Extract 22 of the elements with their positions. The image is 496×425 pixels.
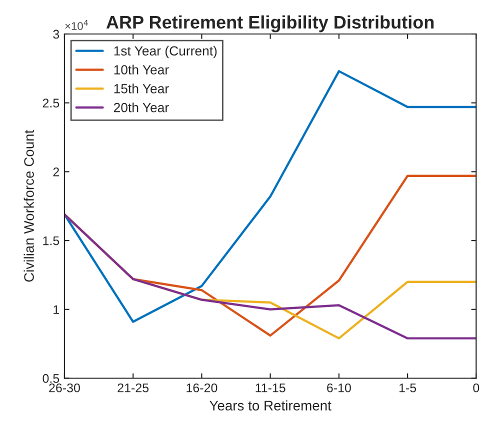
- x-tick-label: 21-25: [118, 383, 149, 392]
- x-tick-label: 26-30: [49, 383, 80, 392]
- x-tick-label: 16-20: [186, 383, 218, 392]
- line-series: [64, 213, 476, 340]
- text: ×10$^{4}$: [65, 20, 88, 30]
- y-axis-title: Civilian Workforce Count: [24, 130, 34, 282]
- legend-label: 15th Year: [114, 84, 169, 94]
- x-axis-title: Years to Retirement: [210, 400, 332, 411]
- y-tick-label: 1: [54, 305, 60, 314]
- y-tick-label: 0.5: [42, 374, 60, 383]
- y-tick-label: 1.5: [43, 236, 60, 246]
- legend-label: 20th Year: [114, 102, 169, 112]
- y-tick-label: 3: [53, 30, 60, 39]
- x-tick-label: 1-5: [399, 384, 416, 392]
- x-tick-label: 6-10: [327, 383, 351, 392]
- y-tick-label: 2: [53, 168, 59, 176]
- x-tick-label: 11-15: [256, 384, 286, 392]
- chart-title: ARP Retirement Eligibility Distribution: [106, 15, 434, 32]
- legend-label: 1st Year (Current): [114, 46, 217, 58]
- legend-label: 10th Year: [114, 64, 169, 74]
- x-tick-label: 0: [473, 383, 480, 392]
- y-tick-label: 2.5: [42, 98, 60, 108]
